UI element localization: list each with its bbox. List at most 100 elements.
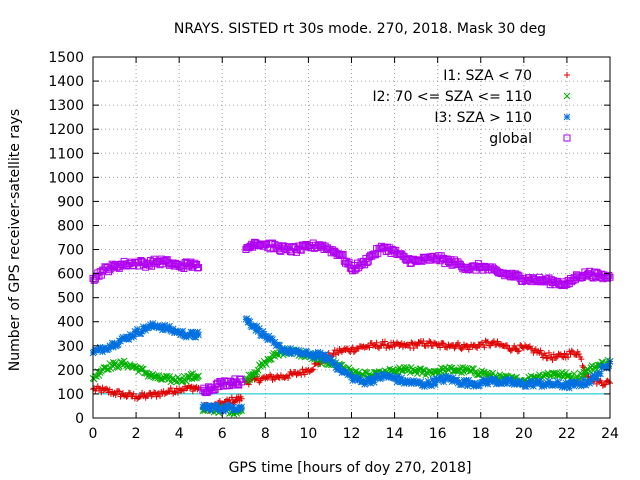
legend-label: I3: SZA > 110 — [434, 110, 532, 126]
series-3 — [89, 315, 614, 415]
sample-point — [349, 344, 356, 351]
sample-point — [441, 375, 449, 383]
sample-point — [424, 377, 432, 385]
sample-point — [276, 246, 284, 254]
sample-point — [206, 402, 213, 410]
sample-point — [528, 377, 536, 385]
sample-point — [561, 384, 568, 391]
sample-point — [263, 361, 270, 368]
sample-point — [484, 338, 491, 345]
sample-point — [503, 380, 511, 388]
x-tick-label: 22 — [558, 426, 576, 442]
sample-point — [285, 375, 292, 382]
sample-point — [539, 354, 546, 361]
sample-point — [605, 378, 612, 385]
sample-point — [177, 331, 184, 339]
sample-point — [593, 380, 600, 387]
sample-point — [356, 262, 364, 270]
sample-point — [551, 381, 559, 389]
sample-point — [178, 264, 186, 272]
sample-point — [565, 354, 572, 361]
sample-point — [518, 343, 525, 350]
sample-point — [602, 381, 609, 388]
sample-point — [399, 344, 406, 351]
sample-point — [474, 344, 481, 351]
legend: I1: SZA < 70 I2: 70 <= SZA <= 110 I3: SZA … — [372, 68, 571, 147]
sample-point — [288, 248, 296, 256]
sample-point — [189, 328, 197, 336]
sample-point — [366, 377, 373, 384]
sample-point — [105, 268, 113, 276]
x-axis-label: GPS time [hours of doy 270, 2018] — [229, 460, 472, 476]
x-tick-label: 2 — [132, 426, 141, 442]
sample-point — [568, 278, 576, 286]
sample-point — [266, 355, 274, 363]
sample-point — [508, 380, 516, 387]
sample-point — [416, 365, 424, 373]
sample-point — [512, 345, 519, 352]
sample-point — [374, 249, 382, 257]
sample-point — [194, 264, 202, 272]
sample-point — [327, 356, 335, 364]
y-tick-label: 1200 — [48, 122, 84, 138]
sample-point — [430, 367, 438, 375]
y-tick-label: 1000 — [48, 170, 84, 186]
y-tick-label: 400 — [57, 315, 84, 331]
sample-point — [580, 376, 588, 384]
sample-point — [453, 260, 461, 268]
sample-point — [605, 271, 613, 279]
sample-point — [437, 373, 445, 381]
sample-point — [519, 381, 526, 389]
y-tick-label: 800 — [57, 218, 84, 234]
sample-point — [157, 323, 165, 331]
sample-point — [237, 375, 245, 383]
sample-point — [473, 371, 481, 379]
sample-point — [546, 281, 554, 289]
sample-point — [167, 384, 174, 391]
sample-point — [463, 342, 470, 349]
data-point — [100, 364, 108, 371]
sample-point — [573, 378, 580, 386]
sample-point — [324, 244, 332, 252]
data-point — [199, 403, 207, 411]
sample-point — [526, 381, 534, 389]
sample-point — [334, 250, 342, 258]
sample-point — [336, 362, 343, 369]
sample-point — [470, 365, 477, 373]
sample-point — [217, 407, 225, 414]
legend-marker — [563, 113, 571, 121]
y-axis-label: Number of GPS receiver-satellite rays — [7, 109, 23, 371]
sample-point — [162, 256, 170, 264]
sample-point — [312, 349, 319, 357]
sample-point — [99, 348, 106, 356]
sample-point — [440, 378, 448, 386]
sample-point — [593, 375, 601, 382]
sample-point — [588, 273, 596, 281]
sample-point — [299, 366, 306, 373]
sample-point — [363, 378, 371, 386]
sample-point — [126, 330, 134, 338]
sample-point — [400, 380, 408, 387]
sample-point — [214, 401, 221, 409]
sample-point — [185, 332, 193, 340]
legend-marker — [564, 72, 570, 78]
sample-point — [179, 327, 187, 335]
sample-point — [481, 344, 488, 351]
sample-point — [540, 382, 548, 390]
sample-point — [264, 336, 272, 344]
sample-point — [568, 347, 575, 354]
legend-marker — [563, 134, 571, 142]
x-tick-label: 0 — [89, 426, 98, 442]
sample-point — [446, 373, 453, 381]
sample-point — [366, 344, 373, 351]
sample-point — [478, 378, 486, 386]
sample-point — [271, 376, 278, 383]
sample-point — [321, 351, 329, 358]
sample-point — [393, 339, 400, 346]
sample-point — [448, 378, 456, 386]
sample-point — [226, 401, 233, 409]
sample-point — [109, 343, 117, 351]
sample-point — [109, 359, 117, 366]
sample-point — [236, 397, 243, 404]
sample-point — [344, 345, 351, 352]
